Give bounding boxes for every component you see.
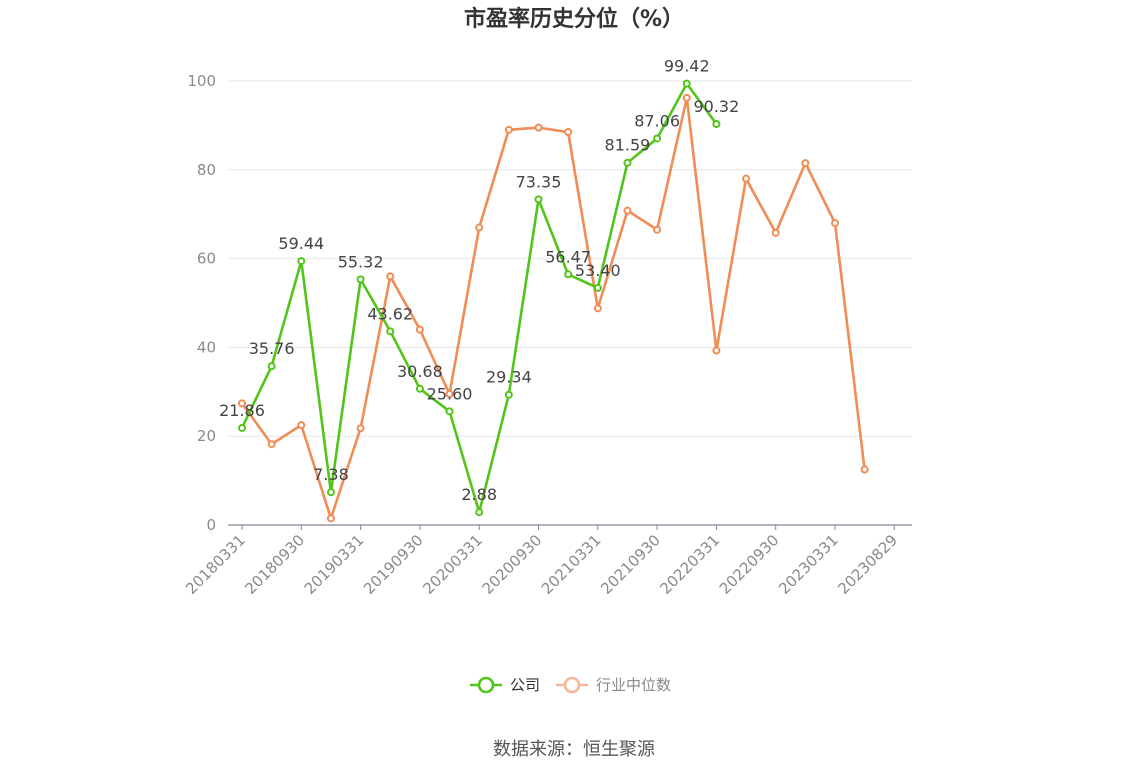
data-point (504, 125, 513, 134)
x-tick-label: 20190930 (360, 531, 427, 598)
y-tick-label: 0 (206, 516, 216, 534)
data-label: 55.32 (338, 252, 384, 271)
data-point (593, 283, 602, 292)
data-label: 30.68 (397, 362, 443, 381)
x-tick-label: 20220331 (657, 531, 724, 598)
data-point (297, 421, 306, 430)
series-group (238, 79, 869, 523)
data-point (623, 206, 632, 215)
legend-marker (477, 676, 495, 694)
y-tick-label: 80 (197, 161, 216, 179)
x-tick-label: 20210930 (597, 531, 664, 598)
data-point (831, 219, 839, 228)
data-label: 2.88 (461, 485, 497, 504)
data-point (415, 384, 424, 393)
data-point (238, 399, 246, 408)
x-tick-label: 20190331 (301, 531, 368, 598)
data-label: 43.62 (367, 304, 413, 323)
y-tick-label: 100 (187, 72, 216, 90)
x-tick-label: 20200930 (479, 531, 546, 598)
data-point (475, 508, 484, 517)
data-source: 数据来源：恒生聚源 (493, 739, 655, 760)
data-point (267, 440, 276, 449)
data-point (801, 159, 810, 168)
legend-label: 公司 (510, 676, 540, 694)
x-tick-label: 20200331 (419, 531, 486, 598)
x-tick-label: 20180331 (182, 531, 249, 598)
data-point (534, 123, 543, 132)
chart-title: 市盈率历史分位（%） (464, 6, 684, 32)
data-label: 59.44 (278, 234, 324, 253)
legend-marker (563, 676, 581, 694)
data-label: 56.47 (545, 247, 591, 266)
data-label: 90.32 (693, 97, 739, 116)
x-tick-label: 20210331 (538, 531, 605, 598)
data-label: 35.76 (249, 339, 295, 358)
data-point (653, 225, 662, 234)
data-point (386, 272, 395, 281)
data-point (771, 228, 780, 237)
y-tick-label: 40 (197, 338, 216, 356)
data-point (504, 390, 513, 399)
x-tick-label: 20230829 (834, 531, 901, 598)
data-label: 7.38 (313, 465, 349, 484)
data-point (326, 514, 335, 523)
data-point (356, 424, 365, 433)
data-point (712, 346, 721, 355)
data-point (445, 390, 454, 399)
data-label: 87.06 (634, 111, 680, 130)
x-tick-label: 20230331 (775, 531, 842, 598)
data-point (682, 93, 691, 102)
series-line-1 (240, 96, 866, 520)
data-point (593, 304, 602, 313)
data-point (445, 407, 454, 416)
data-point (415, 325, 424, 334)
data-label: 21.86 (219, 401, 265, 420)
data-point (564, 270, 573, 279)
data-point (653, 134, 662, 143)
y-axis: 0 20 40 60 80 100 (187, 72, 216, 534)
data-label: 29.34 (486, 368, 532, 387)
data-point (682, 79, 691, 88)
legend-label: 行业中位数 (596, 676, 671, 694)
data-point (297, 257, 306, 266)
data-label: 25.60 (427, 384, 473, 403)
data-point (860, 465, 869, 474)
data-point (475, 223, 484, 232)
data-point (742, 174, 751, 183)
data-point (267, 362, 276, 371)
data-label: 53.40 (575, 261, 621, 280)
data-point (356, 275, 365, 284)
x-tick-label: 20180930 (241, 531, 308, 598)
data-label: 99.42 (664, 57, 710, 76)
data-point (534, 195, 543, 204)
data-point (238, 423, 246, 432)
data-point (712, 119, 721, 128)
y-tick-label: 20 (197, 427, 216, 445)
data-point (564, 128, 573, 137)
x-axis: 2018033120180930201903312019093020200331… (182, 524, 912, 598)
data-point (326, 488, 335, 497)
grid-lines (228, 80, 912, 437)
data-point (623, 158, 632, 167)
data-point (386, 327, 395, 336)
data-label: 81.59 (605, 136, 651, 155)
legend[interactable]: 公司 行业中位数 (470, 676, 671, 694)
data-label: 73.35 (516, 172, 562, 191)
y-tick-label: 60 (197, 250, 216, 268)
x-tick-label: 20220930 (716, 531, 783, 598)
data-labels: 21.86 35.76 59.44 7.38 55.32 43.62 30.68 25.60 2… (219, 57, 739, 505)
